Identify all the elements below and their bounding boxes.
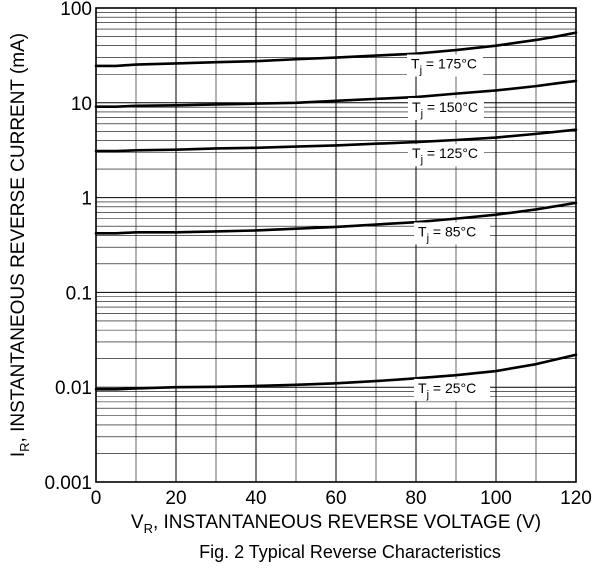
series-label-bg xyxy=(408,144,484,167)
x-tick-label: 100 xyxy=(480,488,512,509)
x-tick-label: 0 xyxy=(91,488,102,509)
y-tick-label: 10 xyxy=(71,94,92,115)
x-axis-title: VR, INSTANTANEOUS REVERSE VOLTAGE (V) xyxy=(131,512,541,536)
x-tick-label: 40 xyxy=(245,488,266,509)
y-tick-label: 0.01 xyxy=(55,378,92,399)
series-label-bg xyxy=(414,222,490,245)
x-tick-label: 60 xyxy=(325,488,346,509)
series-label-0: Tj = 175°C xyxy=(411,56,477,77)
series-label-1: Tj = 150°C xyxy=(412,99,478,120)
series-line-4 xyxy=(94,353,578,391)
y-tick-label: 100 xyxy=(60,0,92,20)
series-line-3 xyxy=(94,201,578,235)
series-label-2: Tj = 125°C xyxy=(412,145,478,166)
series-label-bg xyxy=(407,54,483,77)
series-line-2 xyxy=(94,128,578,153)
y-tick-label: 0.001 xyxy=(44,473,92,494)
x-tick-label: 20 xyxy=(165,488,186,509)
x-tick-label: 120 xyxy=(560,488,592,509)
series-label-bg xyxy=(414,378,490,401)
y-axis-title: IR, INSTANTANEOUS REVERSE CURRENT (mA) xyxy=(8,33,32,457)
series-label-bg xyxy=(408,97,484,120)
series-line-1 xyxy=(94,79,578,108)
series-label-4: Tj = 25°C xyxy=(418,380,476,401)
y-tick-label: 0.1 xyxy=(66,283,92,304)
x-tick-label: 80 xyxy=(405,488,426,509)
series-label-3: Tj = 85°C xyxy=(418,223,476,244)
series-line-0 xyxy=(94,31,578,68)
figure-caption: Fig. 2 Typical Reverse Characteristics xyxy=(199,542,501,562)
plot-frame xyxy=(95,7,577,483)
y-tick-label: 1 xyxy=(81,189,92,210)
